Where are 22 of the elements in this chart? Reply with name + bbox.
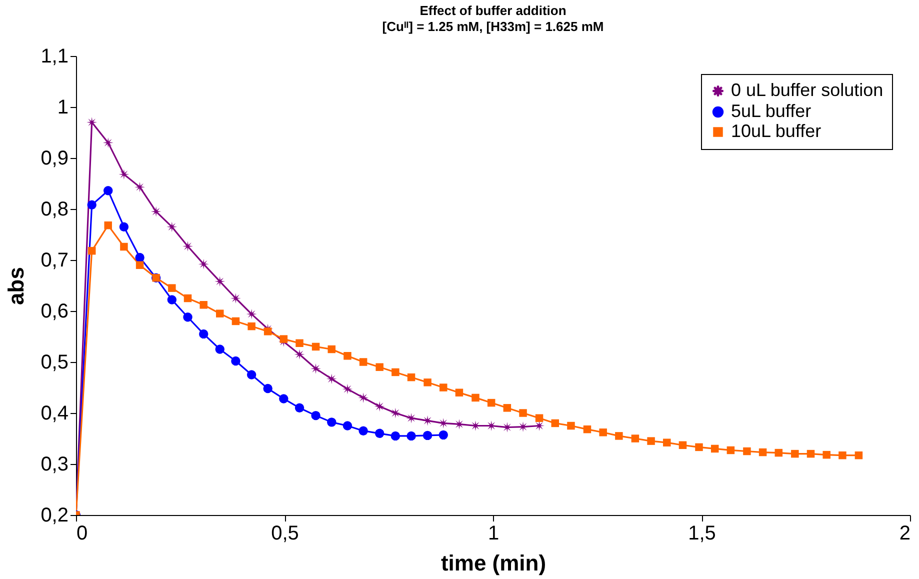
x-axis-title: time (min) (440, 550, 546, 576)
y-tick-label: 1 (57, 96, 68, 118)
y-tick-label: 0,4 (40, 402, 68, 424)
y-axis-title: abs (4, 267, 29, 305)
legend-label: 0 uL buffer solution (731, 80, 884, 100)
x-tick-label: 2 (899, 522, 910, 544)
y-tick-label: 1,1 (40, 46, 68, 68)
y-tick-label: 0,2 (40, 504, 68, 526)
y-tick-label: 0,8 (40, 198, 68, 220)
y-tick-label: 0,3 (40, 454, 68, 476)
y-tick-label: 0,9 (40, 148, 68, 170)
y-tick-label: 0,6 (40, 300, 68, 322)
y-tick-label: 0,5 (40, 352, 68, 374)
x-tick-label: 1,5 (688, 522, 716, 544)
y-tick-label: 0,7 (40, 250, 68, 272)
legend-label: 10uL buffer (731, 121, 822, 141)
x-tick-label: 0 (76, 522, 88, 544)
chart-title: Effect of buffer addition (420, 3, 566, 18)
legend-label: 5uL buffer (731, 101, 812, 121)
x-tick-label: 0,5 (271, 522, 299, 544)
x-tick-label: 1 (488, 522, 500, 544)
chart-subtitle: [Cuᴵᴵ] = 1.25 mM, [H33m] = 1.625 mM (382, 19, 604, 34)
